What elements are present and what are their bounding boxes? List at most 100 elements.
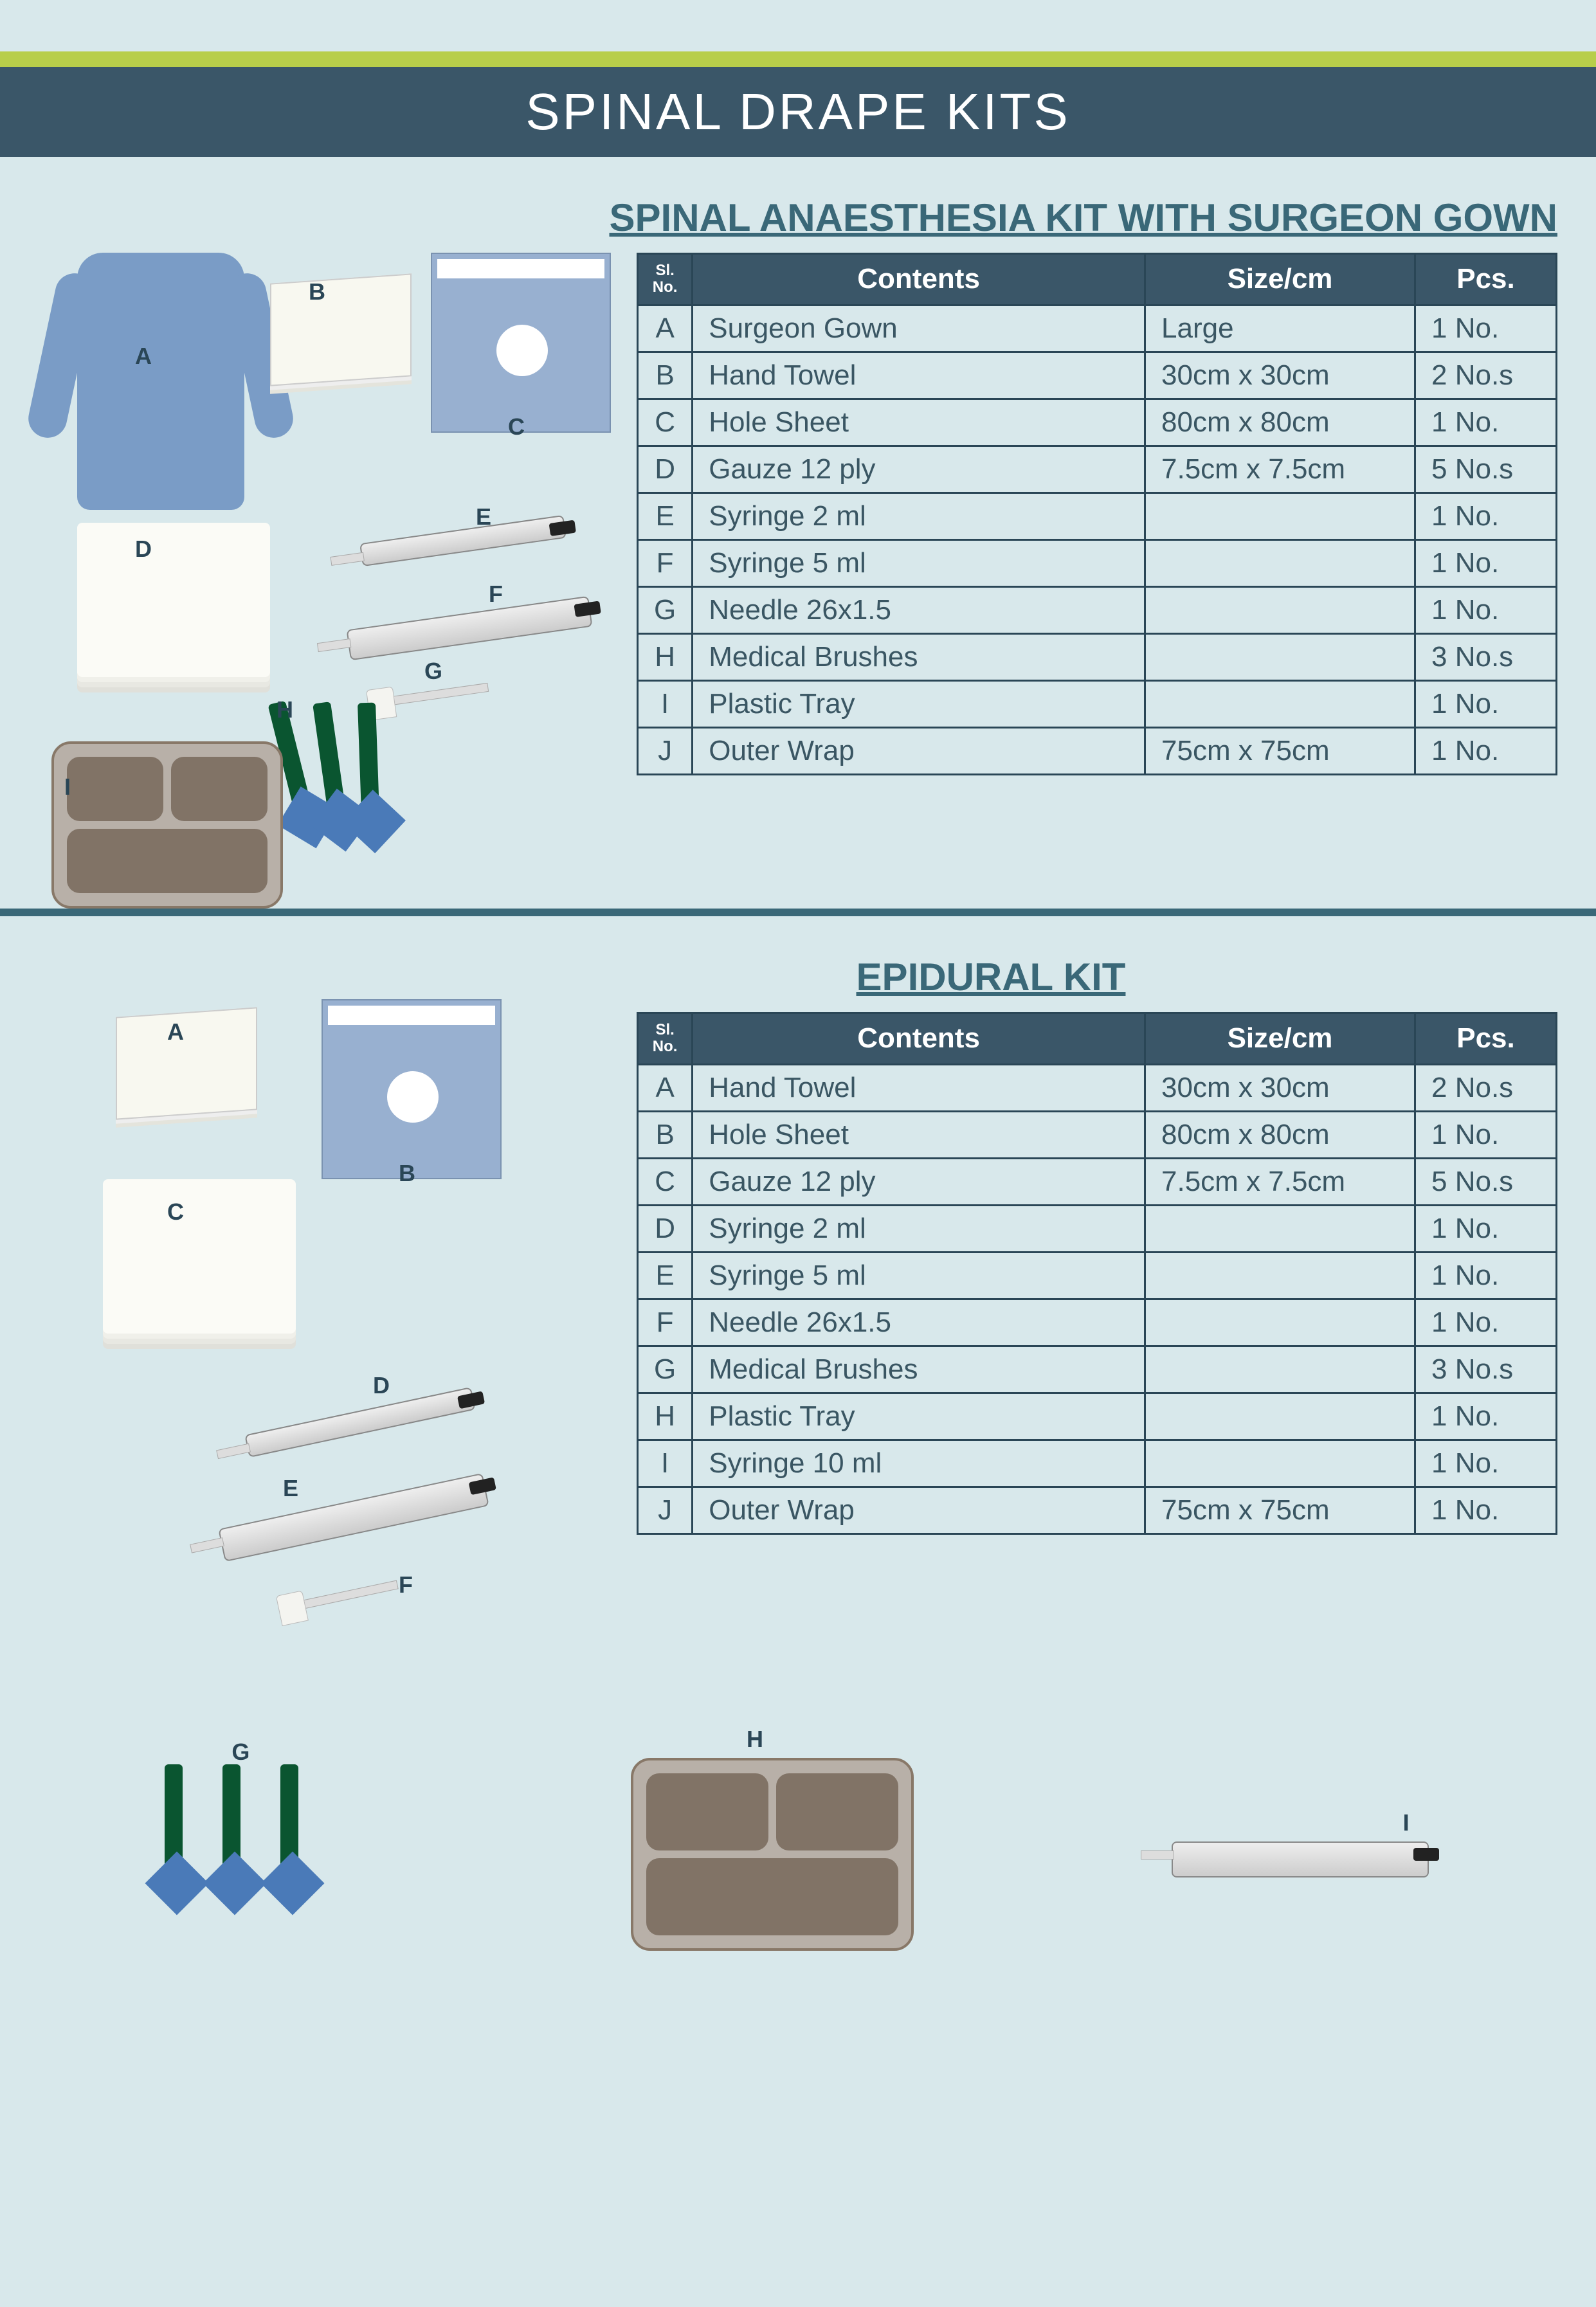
holesheet-icon bbox=[431, 253, 611, 433]
cell-sl: B bbox=[638, 352, 693, 399]
cell-size: 30cm x 30cm bbox=[1145, 1064, 1415, 1111]
table-row: DGauze 12 ply7.5cm x 7.5cm5 No.s bbox=[638, 446, 1557, 493]
cell-pcs: 2 No.s bbox=[1415, 352, 1557, 399]
th-contents: Contents bbox=[693, 1013, 1145, 1065]
needle-icon bbox=[296, 1580, 398, 1611]
th-pcs: Pcs. bbox=[1415, 1013, 1557, 1065]
cell-pcs: 1 No. bbox=[1415, 305, 1557, 352]
cell-contents: Syringe 5 ml bbox=[693, 1252, 1145, 1299]
cell-contents: Hand Towel bbox=[693, 1064, 1145, 1111]
label-C: C bbox=[508, 413, 525, 440]
cell-sl: D bbox=[638, 446, 693, 493]
cell-pcs: 1 No. bbox=[1415, 727, 1557, 774]
cell-contents: Hole Sheet bbox=[693, 1111, 1145, 1158]
th-sl: Sl. No. bbox=[638, 1013, 693, 1065]
cell-size: 7.5cm x 7.5cm bbox=[1145, 1158, 1415, 1205]
cell-pcs: 1 No. bbox=[1415, 1252, 1557, 1299]
tray-icon bbox=[51, 741, 283, 909]
cell-contents: Plastic Tray bbox=[693, 680, 1145, 727]
cell-size bbox=[1145, 493, 1415, 539]
cell-pcs: 1 No. bbox=[1415, 1440, 1557, 1487]
brushes-icon bbox=[154, 1764, 360, 1919]
towel-icon bbox=[270, 273, 412, 386]
label-G: G bbox=[424, 658, 442, 685]
th-size: Size/cm bbox=[1145, 254, 1415, 305]
cell-size bbox=[1145, 586, 1415, 633]
cell-size: 30cm x 30cm bbox=[1145, 352, 1415, 399]
cell-contents: Needle 26x1.5 bbox=[693, 586, 1145, 633]
cell-sl: H bbox=[638, 1393, 693, 1440]
cell-size: 75cm x 75cm bbox=[1145, 727, 1415, 774]
cell-size bbox=[1145, 539, 1415, 586]
cell-contents: Surgeon Gown bbox=[693, 305, 1145, 352]
cell-contents: Gauze 12 ply bbox=[693, 1158, 1145, 1205]
th-size: Size/cm bbox=[1145, 1013, 1415, 1065]
table-row: BHole Sheet80cm x 80cm1 No. bbox=[638, 1111, 1557, 1158]
cell-pcs: 1 No. bbox=[1415, 680, 1557, 727]
cell-sl: F bbox=[638, 539, 693, 586]
section-divider bbox=[0, 909, 1596, 916]
th-contents: Contents bbox=[693, 254, 1145, 305]
label-H: H bbox=[277, 696, 293, 723]
table-row: IPlastic Tray 1 No. bbox=[638, 680, 1557, 727]
cell-sl: I bbox=[638, 680, 693, 727]
cell-sl: A bbox=[638, 305, 693, 352]
section2-tbody: AHand Towel30cm x 30cm2 No.sBHole Sheet8… bbox=[638, 1064, 1557, 1533]
cell-size bbox=[1145, 633, 1415, 680]
syringe2-icon bbox=[359, 515, 567, 566]
table-row: CHole Sheet80cm x 80cm1 No. bbox=[638, 399, 1557, 446]
section1-tbody: ASurgeon GownLarge1 No.BHand Towel30cm x… bbox=[638, 305, 1557, 774]
cell-size bbox=[1145, 1346, 1415, 1393]
cell-sl: E bbox=[638, 1252, 693, 1299]
gown-icon bbox=[77, 253, 244, 510]
table-row: HPlastic Tray1 No. bbox=[638, 1393, 1557, 1440]
cell-pcs: 3 No.s bbox=[1415, 633, 1557, 680]
label2-B: B bbox=[399, 1160, 415, 1187]
table-row: ESyringe 5 ml 1 No. bbox=[638, 1252, 1557, 1299]
table-row: JOuter Wrap75cm x 75cm1 No. bbox=[638, 1487, 1557, 1533]
cell-pcs: 1 No. bbox=[1415, 399, 1557, 446]
cell-size bbox=[1145, 1440, 1415, 1487]
label2-G: G bbox=[231, 1739, 249, 1766]
table-row: ESyringe 2 ml1 No. bbox=[638, 493, 1557, 539]
label2-A: A bbox=[167, 1018, 184, 1045]
table-row: GNeedle 26x1.51 No. bbox=[638, 586, 1557, 633]
section-spinal: SPINAL ANAESTHESIA KIT WITH SURGEON GOWN… bbox=[0, 157, 1596, 909]
table-row: ASurgeon GownLarge1 No. bbox=[638, 305, 1557, 352]
tray-icon bbox=[631, 1758, 914, 1951]
cell-contents: Syringe 2 ml bbox=[693, 493, 1145, 539]
gauze-icon bbox=[103, 1179, 296, 1334]
table-row: FSyringe 5 ml1 No. bbox=[638, 539, 1557, 586]
cell-contents: Hole Sheet bbox=[693, 399, 1145, 446]
brushes-icon bbox=[257, 703, 463, 857]
cell-sl: B bbox=[638, 1111, 693, 1158]
cell-pcs: 2 No.s bbox=[1415, 1064, 1557, 1111]
section1-table: Sl. No. Contents Size/cm Pcs. ASurgeon G… bbox=[637, 253, 1557, 775]
cell-pcs: 1 No. bbox=[1415, 1393, 1557, 1440]
syringe10-icon bbox=[1172, 1841, 1429, 1877]
cell-pcs: 5 No.s bbox=[1415, 446, 1557, 493]
main-title-bar: SPINAL DRAPE KITS bbox=[0, 67, 1596, 157]
th-pcs: Pcs. bbox=[1415, 254, 1557, 305]
label-A: A bbox=[135, 343, 152, 370]
cell-contents: Outer Wrap bbox=[693, 1487, 1145, 1533]
gauze-icon bbox=[77, 523, 270, 677]
cell-pcs: 1 No. bbox=[1415, 586, 1557, 633]
cell-contents: Outer Wrap bbox=[693, 727, 1145, 774]
cell-sl: J bbox=[638, 727, 693, 774]
syringe5-icon bbox=[347, 596, 593, 660]
cell-pcs: 1 No. bbox=[1415, 539, 1557, 586]
cell-pcs: 1 No. bbox=[1415, 1487, 1557, 1533]
cell-sl: J bbox=[638, 1487, 693, 1533]
section1-title: SPINAL ANAESTHESIA KIT WITH SURGEON GOWN bbox=[39, 195, 1557, 240]
table-row: DSyringe 2 ml1 No. bbox=[638, 1205, 1557, 1252]
label2-C: C bbox=[167, 1199, 184, 1226]
table-row: CGauze 12 ply7.5cm x 7.5cm5 No.s bbox=[638, 1158, 1557, 1205]
cell-contents: Syringe 2 ml bbox=[693, 1205, 1145, 1252]
cell-sl: E bbox=[638, 493, 693, 539]
cell-contents: Syringe 10 ml bbox=[693, 1440, 1145, 1487]
label2-F: F bbox=[399, 1571, 413, 1598]
label2-D: D bbox=[373, 1372, 390, 1399]
cell-pcs: 1 No. bbox=[1415, 1205, 1557, 1252]
cell-sl: G bbox=[638, 1346, 693, 1393]
